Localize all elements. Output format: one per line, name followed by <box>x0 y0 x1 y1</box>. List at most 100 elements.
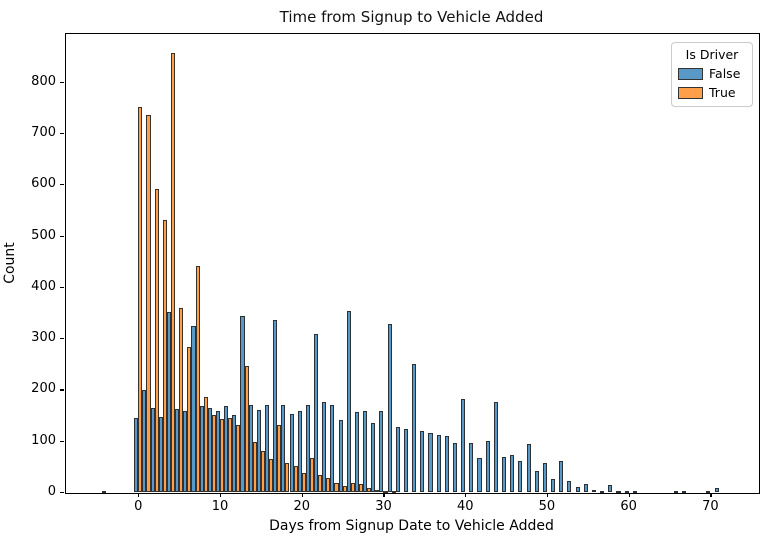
bar-false-day53 <box>567 480 572 492</box>
bar-false-day42 <box>477 457 482 492</box>
bar-false-day14 <box>248 405 253 492</box>
legend-false-swatch <box>678 67 703 80</box>
bar-false-day51 <box>551 479 556 492</box>
y-tick <box>60 235 64 237</box>
bar-false-day1 <box>142 390 147 492</box>
y-tick-label: 700 <box>31 124 56 140</box>
bar-false-day31 <box>387 324 392 492</box>
bar-true-day17 <box>277 424 282 492</box>
bar-false-day8 <box>199 406 204 492</box>
bar-true-day13 <box>244 366 249 492</box>
bar-false-day43 <box>485 440 490 492</box>
bar-true-day24 <box>334 482 339 492</box>
y-tick-label: 600 <box>31 176 56 192</box>
bar-false-day33 <box>403 429 408 492</box>
x-tick <box>546 493 549 497</box>
bar-false-day36 <box>428 433 433 492</box>
bar-true-day10 <box>220 418 225 492</box>
bar-false-day66 <box>673 490 678 493</box>
bar-false-day52 <box>559 461 564 492</box>
bar-false-day3 <box>158 417 163 492</box>
bar-true-day18 <box>285 462 290 492</box>
bar-false-day61 <box>632 490 637 493</box>
bar-false-day38 <box>444 435 449 492</box>
legend-row-false: False <box>678 66 746 81</box>
bar-false-day22 <box>314 333 319 492</box>
bar-false-day12 <box>232 414 237 492</box>
y-tick <box>60 440 64 442</box>
x-tick <box>383 493 385 497</box>
bar-false-day15 <box>256 409 261 492</box>
bar-false-day27 <box>354 412 359 492</box>
chart-title: Time from Signup to Vehicle Added <box>279 8 544 26</box>
bar-false-day32 <box>395 427 400 492</box>
bar-false-day16 <box>264 405 270 492</box>
bar-false-day37 <box>436 435 441 492</box>
bar-true-day2 <box>154 189 159 492</box>
x-tick-label: 20 <box>293 499 311 514</box>
bar-false-day6 <box>183 410 188 492</box>
bar-false-day70 <box>706 490 711 493</box>
bar-false-day23 <box>322 401 327 492</box>
bar-false-day44 <box>493 401 498 492</box>
bar-false-day47 <box>518 461 523 492</box>
bar-false-day58 <box>608 485 613 492</box>
bar-false-day21 <box>305 405 310 492</box>
bar-false-day34 <box>412 363 417 492</box>
bar-true-day25 <box>342 486 347 492</box>
bar-false-day5 <box>175 409 180 492</box>
y-tick <box>60 338 64 340</box>
bar-true-day22 <box>318 474 323 492</box>
bar-false-day24 <box>330 405 335 492</box>
y-tick <box>60 184 64 186</box>
bar-false-day9 <box>207 407 212 492</box>
bar-true-day3 <box>162 220 167 492</box>
bar-false-day57 <box>600 490 605 493</box>
bar-false-day35 <box>420 430 425 492</box>
legend-row-true: True <box>678 85 746 100</box>
bar-false-day48 <box>526 443 531 492</box>
x-tick-label: 0 <box>134 499 143 514</box>
bar-false-day54 <box>575 486 580 492</box>
bar-false-day17 <box>273 319 278 492</box>
bar-false-day46 <box>510 455 515 492</box>
bar-true-day6 <box>187 347 192 492</box>
bar-false-day56 <box>591 489 596 492</box>
bar-true-day1 <box>146 114 151 492</box>
bar-true-day15 <box>260 451 265 492</box>
bar-true-day28 <box>367 487 372 492</box>
y-tick <box>60 132 64 135</box>
y-tick-label: 400 <box>31 278 56 294</box>
bar-true-day14 <box>252 442 257 492</box>
x-tick-label: 40 <box>456 499 474 514</box>
legend: Is Driver False True <box>671 42 753 107</box>
x-tick-label: 60 <box>620 499 637 514</box>
x-axis-label: Days from Signup Date to Vehicle Added <box>269 518 554 534</box>
y-tick-label: 800 <box>31 73 56 89</box>
bar-true-day8 <box>203 397 208 492</box>
bar-false-day20 <box>297 410 302 492</box>
bar-true-day20 <box>301 473 306 492</box>
bar-false-day60 <box>624 490 629 493</box>
legend-true-label: True <box>709 85 736 100</box>
bar-false-day41 <box>469 443 474 492</box>
x-tick <box>710 493 712 497</box>
bar-true-day31 <box>391 490 396 493</box>
x-tick-label: 10 <box>211 499 229 514</box>
bar-false-day30 <box>379 410 384 492</box>
x-tick <box>220 493 222 497</box>
bar-false-day7 <box>191 326 196 492</box>
y-tick-label: 300 <box>31 330 56 346</box>
bar-false-day40 <box>461 398 466 492</box>
bar-true-day11 <box>228 417 233 492</box>
bar-true-day5 <box>179 308 184 492</box>
bar-true-day12 <box>236 425 241 492</box>
bar-false-day50 <box>542 462 547 492</box>
bar-false-day10 <box>215 410 221 492</box>
legend-true-swatch <box>678 86 703 99</box>
bar-false-day11 <box>224 406 229 492</box>
legend-title: Is Driver <box>685 47 739 62</box>
bar-true-day26 <box>350 482 355 492</box>
bar-false-day26 <box>346 310 351 492</box>
